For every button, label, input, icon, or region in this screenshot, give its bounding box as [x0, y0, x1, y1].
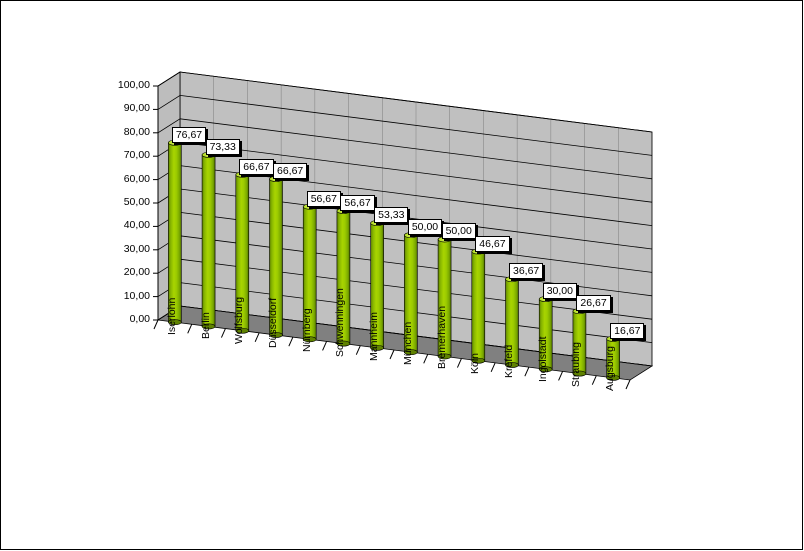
x-axis-category-label: Krefeld	[503, 344, 515, 378]
x-axis-category-label: Mannheim	[368, 311, 381, 361]
x-axis-category-label: Bremerhaven	[435, 306, 448, 370]
x-axis-category-label: Augsburg	[604, 345, 617, 391]
data-value-label: 30,00	[542, 283, 577, 300]
y-axis-tick-label: 40,00	[123, 219, 150, 232]
x-axis-category-label: Wolfsburg	[233, 296, 246, 344]
bar	[302, 203, 317, 343]
bar	[404, 232, 418, 356]
x-axis-category-label: Straubing	[570, 341, 583, 387]
bars-layer	[168, 139, 620, 381]
data-value-label: 56,67	[340, 194, 375, 211]
data-value-label: 56,67	[306, 190, 341, 207]
x-axis-category-label: Köln	[469, 352, 482, 374]
data-value-label: 66,67	[239, 158, 274, 175]
bar	[168, 139, 182, 326]
data-value-label: 73,33	[205, 138, 240, 155]
data-value-label: 53,33	[374, 207, 409, 224]
y-axis-tick-label: 10,00	[123, 289, 150, 302]
y-axis-tick-label: 20,00	[123, 266, 150, 279]
x-axis-category-label: Ingolstadt	[536, 336, 549, 383]
y-axis-tick-label: 100,00	[117, 79, 150, 91]
y-axis-tick-label: 30,00	[123, 242, 150, 255]
data-value-label: 76,67	[171, 126, 207, 143]
bar	[201, 151, 216, 330]
bar	[606, 335, 620, 381]
data-value-label: 26,67	[576, 295, 611, 312]
y-axis-tick-label: 50,00	[123, 196, 150, 208]
y-axis-tick-label: 80,00	[123, 125, 150, 138]
data-value-label: 50,00	[441, 223, 476, 240]
y-axis-tick-label: 90,00	[123, 102, 150, 115]
data-value-label: 36,67	[509, 263, 544, 280]
x-axis-category-label: Schwenningen	[334, 287, 347, 357]
bar	[336, 208, 351, 347]
x-axis-category-label: Düsseldorf	[267, 297, 279, 348]
bar	[538, 296, 553, 373]
y-axis-tick-label: 60,00	[123, 172, 150, 185]
bar	[505, 276, 519, 368]
x-axis-category-label: Berlin	[199, 312, 212, 340]
bar	[471, 248, 486, 364]
data-value-label: 16,67	[610, 322, 645, 339]
x-axis-category-label: München	[401, 321, 414, 366]
bar	[235, 171, 250, 334]
x-axis-category-label: Nürnberg	[300, 308, 313, 353]
data-value-label: 46,67	[475, 235, 510, 252]
data-value-label: 66,67	[273, 162, 308, 179]
bar	[370, 220, 384, 351]
x-axis-category-label: Iserlohn	[165, 297, 178, 336]
y-axis-tick-label: 0,00	[129, 313, 150, 325]
data-value-label: 50,00	[407, 219, 443, 236]
y-axis-tick-label: 70,00	[123, 149, 150, 162]
